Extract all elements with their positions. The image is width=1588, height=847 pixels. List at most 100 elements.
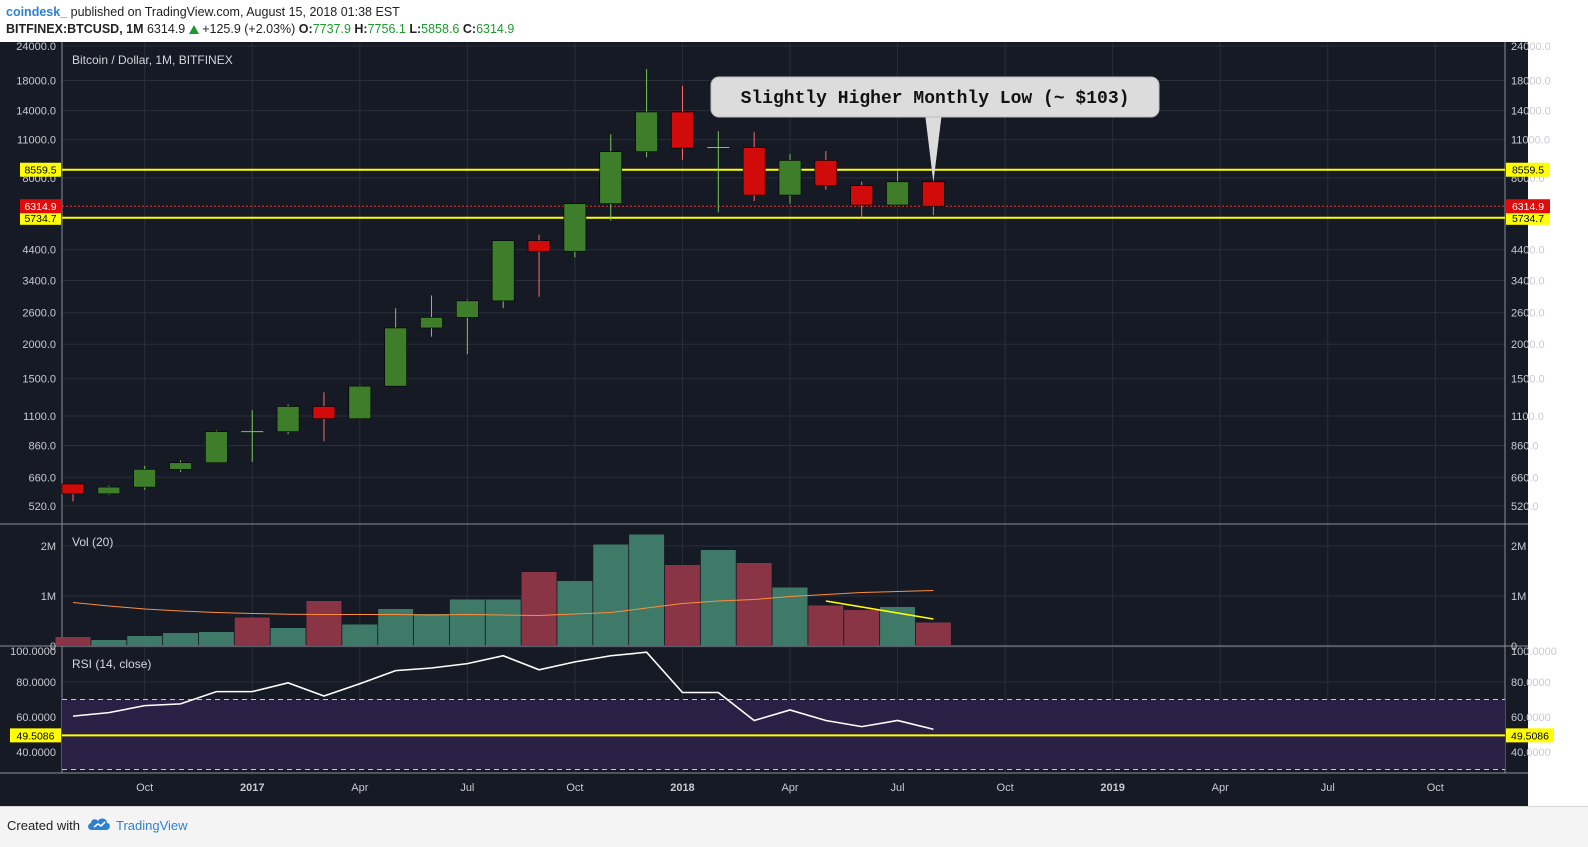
volume-bar [521,572,557,646]
x-tick-label: 2018 [670,782,694,794]
rsi-panel-title: RSI (14, close) [72,657,151,671]
last-price: 6314.9 [146,22,186,36]
low-value: 5858.6 [421,22,460,36]
rsi-level-tag-label-right: 49.5086 [1511,730,1549,742]
candle-body [456,300,479,318]
x-tick-label: Jul [1321,782,1335,794]
y-tick-label-left: 11000.0 [17,135,56,147]
author-link[interactable]: coindesk_ [6,5,68,19]
vol-tick-label-right: 2M [1511,541,1526,553]
volume-bar [55,637,91,646]
candle-body [850,185,874,206]
level-tag-label-left: 5734.7 [24,213,56,225]
y-tick-label-right: 2000.0 [1511,339,1545,351]
tradingview-brand-link[interactable]: TradingView [116,818,188,833]
rsi-tick-label-right: 80.0000 [1511,677,1551,689]
price-change: +125.9 (+2.03%) [202,22,296,36]
candle-body [133,469,156,488]
volume-bar [629,534,665,646]
vol-tick-label-left: 2M [41,541,56,553]
y-tick-label-right: 2600.0 [1511,308,1545,320]
rsi-tick-label-right: 100.0000 [1511,646,1557,658]
x-tick-label: Oct [136,782,153,794]
volume-bar [127,636,163,646]
y-tick-label-right: 3400.0 [1511,276,1545,288]
last-price-tag-left [20,199,61,214]
close-value: 6314.9 [476,22,515,36]
volume-bar [593,544,629,646]
rsi-line [72,651,934,731]
volume-bar [449,599,485,646]
candle-body [61,483,85,495]
price-panel-title: Bitcoin / Dollar, 1M, BITFINEX [72,53,233,67]
candle-body [814,160,838,186]
vol-tick-label-left: 0 [50,641,56,653]
volume-ma-line [72,590,934,617]
candle-body [635,111,658,152]
candle-body [312,406,336,420]
y-tick-label-left: 2600.0 [22,308,56,320]
candle-body [205,431,228,464]
volume-bar [198,632,234,646]
triangle-up-icon [188,22,199,36]
candle-body [384,327,407,387]
x-tick-label: 2019 [1100,782,1124,794]
volume-bar [736,563,772,646]
y-tick-label-left: 860.0 [28,440,56,452]
volume-bar [270,628,306,646]
volume-trend-line [825,600,934,620]
volume-bar [91,640,127,646]
candle-body [922,181,945,207]
rsi-level-tag-label-left: 49.5086 [17,730,55,742]
footer: Created with TradingView [0,806,1588,847]
y-tick-label-left: 1500.0 [22,374,56,386]
volume-bar [306,601,342,646]
x-tick-label: Apr [351,782,368,794]
y-tick-label-left: 24000.0 [16,42,56,53]
rsi-tick-label-left: 80.0000 [16,677,56,689]
candle-body [563,203,587,252]
candle-body [491,240,515,302]
symbol-label: BITFINEX:BTCUSD, 1M [6,22,144,36]
y-tick-label-left: 14000.0 [16,106,56,118]
callout-box [710,76,1160,118]
level-tag-left [20,210,61,225]
y-tick-label-left: 4400.0 [22,245,56,257]
volume-panel-title: Vol (20) [72,535,113,549]
y-tick-label-right: 18000.0 [1511,76,1551,88]
close-label: C: [462,22,477,36]
candle-body [276,406,300,432]
candle-body [599,151,623,204]
rsi-tick-label-left: 60.0000 [16,712,56,724]
callout-pointer [925,117,942,183]
level-tag-right [1506,162,1550,177]
rsi-tick-label-left: 100.0000 [10,646,56,658]
vol-tick-label-right: 1M [1511,591,1526,603]
level-tag-right [1506,210,1550,225]
level-tag-left [20,162,61,177]
open-value: 7737.9 [312,22,351,36]
volume-bar [808,605,844,646]
candle-body [169,462,192,470]
chart-header: coindesk_ published on TradingView.com, … [0,0,1588,42]
volume-bar [915,622,951,646]
publish-line: coindesk_ published on TradingView.com, … [6,5,400,19]
y-tick-label-left: 2000.0 [22,339,56,351]
chart-canvas[interactable]: 520.0 520.0 660.0 660.0 860.0 860.0 1100.0 1100… [0,42,1588,806]
last-price-tag-label-left: 6314.9 [24,201,56,213]
rsi-level-tag-left [10,728,61,743]
publish-info: published on TradingView.com, August 15,… [70,5,400,19]
rsi-level-tag-right [1506,728,1554,743]
high-label: H: [354,22,368,36]
y-tick-label-right: 14000.0 [1511,106,1551,118]
y-tick-label-right: 860.0 [1511,440,1539,452]
tradingview-cloud-icon [86,816,112,837]
volume-bar [485,599,521,646]
callout-text: Slightly Higher Monthly Low (~ $103) [741,89,1130,109]
y-tick-label-right: 24000.0 [1511,42,1551,53]
y-tick-label-right: 4400.0 [1511,245,1545,257]
candle-body [527,240,551,252]
x-tick-label: Jul [891,782,905,794]
x-tick-label: Apr [781,782,798,794]
volume-bar [700,550,736,646]
